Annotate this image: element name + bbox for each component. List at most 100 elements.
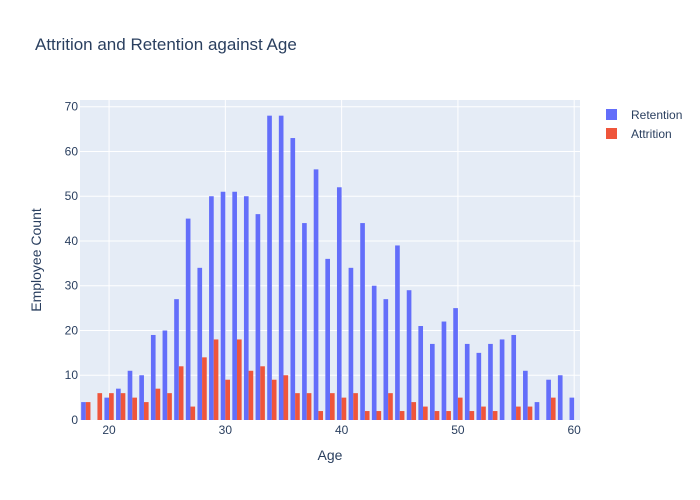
- bar-attrition-55[interactable]: [516, 406, 521, 420]
- legend-swatch-attrition[interactable]: [606, 128, 617, 139]
- bar-retention-33[interactable]: [255, 214, 261, 420]
- bar-retention-40[interactable]: [336, 187, 342, 420]
- bar-attrition-42[interactable]: [364, 411, 370, 420]
- bar-attrition-21[interactable]: [120, 393, 126, 420]
- bar-retention-32[interactable]: [243, 196, 249, 420]
- bar-attrition-40[interactable]: [341, 397, 347, 420]
- bar-retention-21[interactable]: [116, 388, 121, 420]
- y-tick-label: 30: [65, 279, 79, 293]
- bars: [81, 115, 575, 420]
- bar-retention-42[interactable]: [360, 223, 365, 420]
- bar-retention-41[interactable]: [348, 267, 354, 420]
- bar-retention-43[interactable]: [371, 285, 377, 420]
- bar-attrition-45[interactable]: [399, 411, 405, 420]
- bar-attrition-53[interactable]: [492, 411, 498, 420]
- bar-attrition-58[interactable]: [550, 397, 556, 420]
- bar-retention-28[interactable]: [197, 267, 203, 420]
- bar-attrition-46[interactable]: [411, 402, 417, 420]
- bar-retention-57[interactable]: [534, 402, 540, 420]
- bar-retention-18[interactable]: [81, 402, 86, 420]
- legend[interactable]: Retention Attrition: [606, 108, 682, 141]
- bar-retention-37[interactable]: [302, 223, 307, 420]
- bar-attrition-30[interactable]: [225, 379, 230, 420]
- bar-retention-51[interactable]: [464, 343, 470, 420]
- bar-retention-50[interactable]: [453, 308, 458, 420]
- bar-attrition-31[interactable]: [236, 339, 242, 420]
- bar-attrition-28[interactable]: [202, 357, 207, 420]
- bar-attrition-25[interactable]: [167, 393, 172, 420]
- bar-attrition-47[interactable]: [423, 406, 428, 420]
- bar-retention-35[interactable]: [278, 115, 284, 420]
- y-tick-labels: 0 10 20 30 40 50 60 70: [65, 100, 79, 427]
- bar-attrition-41[interactable]: [353, 393, 358, 420]
- x-tick-label: 60: [568, 423, 582, 437]
- bar-retention-46[interactable]: [406, 290, 412, 420]
- x-tick-labels: 20 30 40 50 60: [102, 423, 581, 437]
- bar-retention-24[interactable]: [150, 334, 156, 420]
- bar-retention-25[interactable]: [162, 330, 168, 420]
- bar-attrition-34[interactable]: [271, 379, 277, 420]
- bar-retention-60[interactable]: [569, 397, 575, 420]
- bar-attrition-49[interactable]: [446, 411, 451, 420]
- bar-retention-34[interactable]: [267, 115, 272, 420]
- bar-retention-26[interactable]: [174, 299, 179, 420]
- bar-attrition-43[interactable]: [376, 411, 382, 420]
- legend-label-retention[interactable]: Retention: [631, 108, 682, 122]
- bar-attrition-38[interactable]: [318, 411, 324, 420]
- bar-attrition-22[interactable]: [132, 397, 137, 420]
- x-tick-label: 20: [102, 423, 116, 437]
- y-tick-label: 40: [65, 234, 79, 248]
- bar-retention-58[interactable]: [546, 379, 551, 420]
- bar-retention-45[interactable]: [395, 245, 400, 420]
- bar-attrition-18[interactable]: [85, 402, 91, 420]
- bar-attrition-52[interactable]: [481, 406, 486, 420]
- legend-swatch-retention[interactable]: [606, 109, 617, 120]
- bar-attrition-27[interactable]: [190, 406, 196, 420]
- y-tick-label: 50: [65, 189, 79, 203]
- bar-retention-23[interactable]: [139, 375, 144, 420]
- bar-attrition-56[interactable]: [527, 406, 533, 420]
- bar-attrition-44[interactable]: [388, 393, 393, 420]
- bar-attrition-36[interactable]: [295, 393, 300, 420]
- bar-attrition-51[interactable]: [469, 411, 475, 420]
- y-tick-label: 20: [65, 323, 79, 337]
- bar-retention-39[interactable]: [325, 258, 330, 420]
- bar-retention-49[interactable]: [441, 321, 447, 420]
- bar-attrition-24[interactable]: [155, 388, 161, 420]
- bar-retention-38[interactable]: [313, 169, 319, 420]
- bar-retention-53[interactable]: [488, 343, 493, 420]
- bar-retention-31[interactable]: [232, 191, 237, 420]
- y-tick-label: 70: [65, 100, 79, 114]
- y-tick-label: 10: [65, 368, 79, 382]
- bar-attrition-29[interactable]: [213, 339, 219, 420]
- bar-attrition-48[interactable]: [434, 411, 440, 420]
- bar-retention-56[interactable]: [523, 370, 528, 420]
- bar-retention-36[interactable]: [290, 138, 296, 420]
- bar-retention-48[interactable]: [430, 343, 435, 420]
- bar-attrition-23[interactable]: [143, 402, 149, 420]
- bar-retention-47[interactable]: [418, 326, 424, 420]
- bar-attrition-33[interactable]: [260, 366, 265, 420]
- bar-retention-59[interactable]: [557, 375, 563, 420]
- bar-attrition-20[interactable]: [109, 393, 114, 420]
- bar-retention-20[interactable]: [104, 397, 110, 420]
- bar-retention-54[interactable]: [499, 339, 505, 420]
- bar-attrition-19[interactable]: [97, 393, 103, 420]
- bar-attrition-50[interactable]: [457, 397, 463, 420]
- y-tick-label: 60: [65, 144, 79, 158]
- bar-retention-44[interactable]: [383, 299, 389, 420]
- x-axis-title: Age: [318, 447, 343, 463]
- bar-attrition-35[interactable]: [283, 375, 289, 420]
- bar-retention-55[interactable]: [511, 334, 517, 420]
- bar-retention-30[interactable]: [220, 191, 226, 420]
- bar-attrition-37[interactable]: [306, 393, 312, 420]
- legend-label-attrition[interactable]: Attrition: [631, 127, 672, 141]
- bar-attrition-26[interactable]: [178, 366, 184, 420]
- bar-retention-27[interactable]: [185, 218, 191, 420]
- bar-retention-52[interactable]: [476, 352, 482, 420]
- bar-attrition-39[interactable]: [330, 393, 335, 420]
- bar-retention-22[interactable]: [127, 370, 133, 420]
- bar-attrition-32[interactable]: [248, 370, 254, 420]
- bar-retention-29[interactable]: [209, 196, 214, 420]
